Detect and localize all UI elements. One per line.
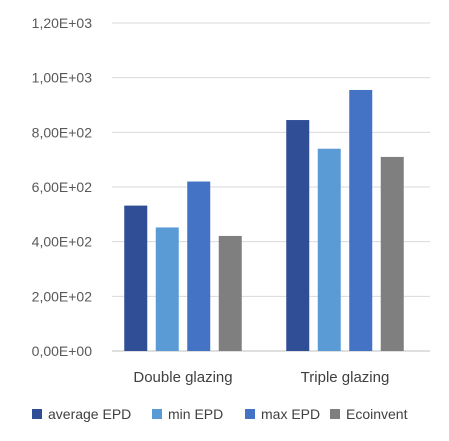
legend-swatch	[152, 409, 162, 419]
bar	[155, 227, 179, 351]
y-tick-label: 2,00E+02	[32, 288, 93, 304]
bar	[218, 235, 242, 351]
bar	[380, 156, 404, 351]
bar	[187, 181, 211, 351]
legend-label: Ecoinvent	[346, 406, 408, 422]
y-tick-label: 1,20E+03	[32, 15, 93, 31]
legend-label: min EPD	[168, 406, 223, 422]
y-tick-label: 8,00E+02	[32, 124, 93, 140]
bar	[124, 205, 148, 351]
y-tick-label: 4,00E+02	[32, 234, 93, 250]
legend-swatch	[245, 409, 255, 419]
y-tick-label: 1,00E+03	[32, 70, 93, 86]
x-category-label: Triple glazing	[301, 369, 390, 386]
x-category-label: Double glazing	[133, 369, 232, 386]
legend-swatch	[32, 409, 42, 419]
bar	[317, 148, 341, 351]
y-tick-label: 6,00E+02	[32, 179, 93, 195]
legend-label: max EPD	[261, 406, 320, 422]
bar	[349, 89, 373, 351]
y-tick-label: 0,00E+00	[32, 343, 93, 359]
bar	[286, 120, 310, 352]
legend-swatch	[330, 409, 340, 419]
legend-label: average EPD	[48, 406, 131, 422]
